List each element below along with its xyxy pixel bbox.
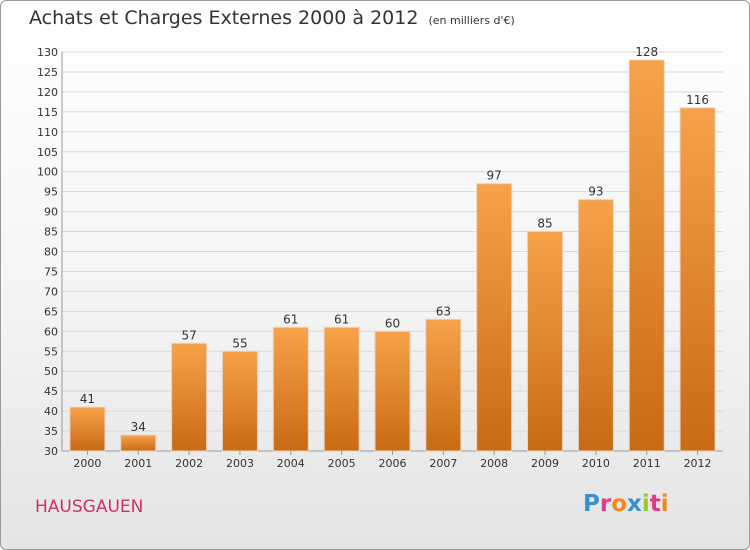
logo-letter: P bbox=[583, 491, 600, 517]
y-tick-label: 120 bbox=[37, 86, 58, 99]
y-tick-label: 85 bbox=[44, 226, 58, 239]
data-label: 97 bbox=[487, 169, 502, 183]
x-tick-label: 2001 bbox=[124, 457, 152, 470]
y-tick-label: 40 bbox=[44, 405, 58, 418]
y-tick-label: 90 bbox=[44, 206, 58, 219]
data-label: 128 bbox=[635, 45, 658, 59]
chart-title-main: Achats et Charges Externes 2000 à 2012 bbox=[29, 7, 419, 29]
x-tick-label: 2002 bbox=[175, 457, 203, 470]
y-tick-label: 105 bbox=[37, 146, 58, 159]
y-tick-label: 70 bbox=[44, 285, 58, 298]
bar-2009 bbox=[527, 231, 564, 452]
logo-letter: r bbox=[599, 491, 612, 517]
logo-letter: x bbox=[627, 491, 642, 517]
data-label: 116 bbox=[686, 93, 709, 107]
logo-letter: o bbox=[611, 491, 628, 517]
bar-2002 bbox=[171, 342, 208, 452]
chart-title-unit: (en milliers d'€) bbox=[428, 14, 515, 27]
logo-letter: t bbox=[649, 491, 661, 517]
y-tick-label: 115 bbox=[37, 106, 58, 119]
logo-letter: i bbox=[660, 491, 669, 517]
y-tick-label: 45 bbox=[44, 385, 58, 398]
y-tick-label: 65 bbox=[44, 305, 58, 318]
bar-2003 bbox=[221, 350, 258, 452]
commune-name: HAUSGAUEN bbox=[35, 497, 144, 517]
y-tick-label: 35 bbox=[44, 425, 58, 438]
proxiti-logo: Proxiti bbox=[583, 491, 669, 517]
chart-title: Achats et Charges Externes 2000 à 2012 (e… bbox=[29, 7, 515, 29]
y-tick-label: 60 bbox=[44, 325, 58, 338]
data-label: 93 bbox=[588, 185, 603, 199]
data-label: 57 bbox=[181, 328, 196, 342]
bar-2012 bbox=[679, 107, 716, 452]
y-tick-label: 100 bbox=[37, 166, 58, 179]
x-tick-label: 2005 bbox=[328, 457, 356, 470]
y-tick-label: 55 bbox=[44, 345, 58, 358]
bar-2010 bbox=[577, 199, 614, 452]
bar-2008 bbox=[476, 183, 513, 452]
x-axis: 2000 2001 2002 2003 2004 2005 2006 2007 2008 2009… bbox=[73, 451, 712, 470]
x-tick-label: 2012 bbox=[684, 457, 712, 470]
bar-2006 bbox=[374, 330, 411, 452]
x-tick-label: 2009 bbox=[531, 457, 559, 470]
data-label: 63 bbox=[436, 304, 451, 318]
y-tick-label: 125 bbox=[37, 66, 58, 79]
x-tick-label: 2003 bbox=[226, 457, 254, 470]
x-tick-label: 2006 bbox=[379, 457, 407, 470]
data-label: 61 bbox=[283, 312, 298, 326]
data-label: 61 bbox=[334, 312, 349, 326]
bar-2007 bbox=[425, 318, 462, 452]
x-tick-label: 2000 bbox=[73, 457, 101, 470]
bar-2004 bbox=[272, 326, 309, 452]
bars: 41 34 57 55 61 61 60 63 97 85 93 128 116 bbox=[69, 45, 716, 452]
x-tick-label: 2008 bbox=[480, 457, 508, 470]
y-tick-label: 30 bbox=[44, 445, 58, 458]
x-tick-label: 2004 bbox=[277, 457, 305, 470]
y-tick-label: 130 bbox=[37, 46, 58, 59]
x-tick-label: 2007 bbox=[429, 457, 457, 470]
bar-2005 bbox=[323, 326, 360, 452]
data-label: 41 bbox=[80, 392, 95, 406]
x-tick-label: 2011 bbox=[633, 457, 661, 470]
bar-2001 bbox=[120, 434, 157, 452]
y-tick-label: 75 bbox=[44, 265, 58, 278]
y-tick-label: 50 bbox=[44, 365, 58, 378]
logo-letter: i bbox=[641, 491, 650, 517]
data-label: 85 bbox=[537, 217, 552, 231]
data-label: 60 bbox=[385, 316, 400, 330]
data-label: 55 bbox=[232, 336, 247, 350]
bar-2011 bbox=[628, 59, 665, 452]
bar-2000 bbox=[69, 406, 106, 452]
y-tick-label: 80 bbox=[44, 246, 58, 259]
data-label: 34 bbox=[131, 420, 146, 434]
y-tick-label: 110 bbox=[37, 126, 58, 139]
y-tick-label: 95 bbox=[44, 186, 58, 199]
x-tick-label: 2010 bbox=[582, 457, 610, 470]
